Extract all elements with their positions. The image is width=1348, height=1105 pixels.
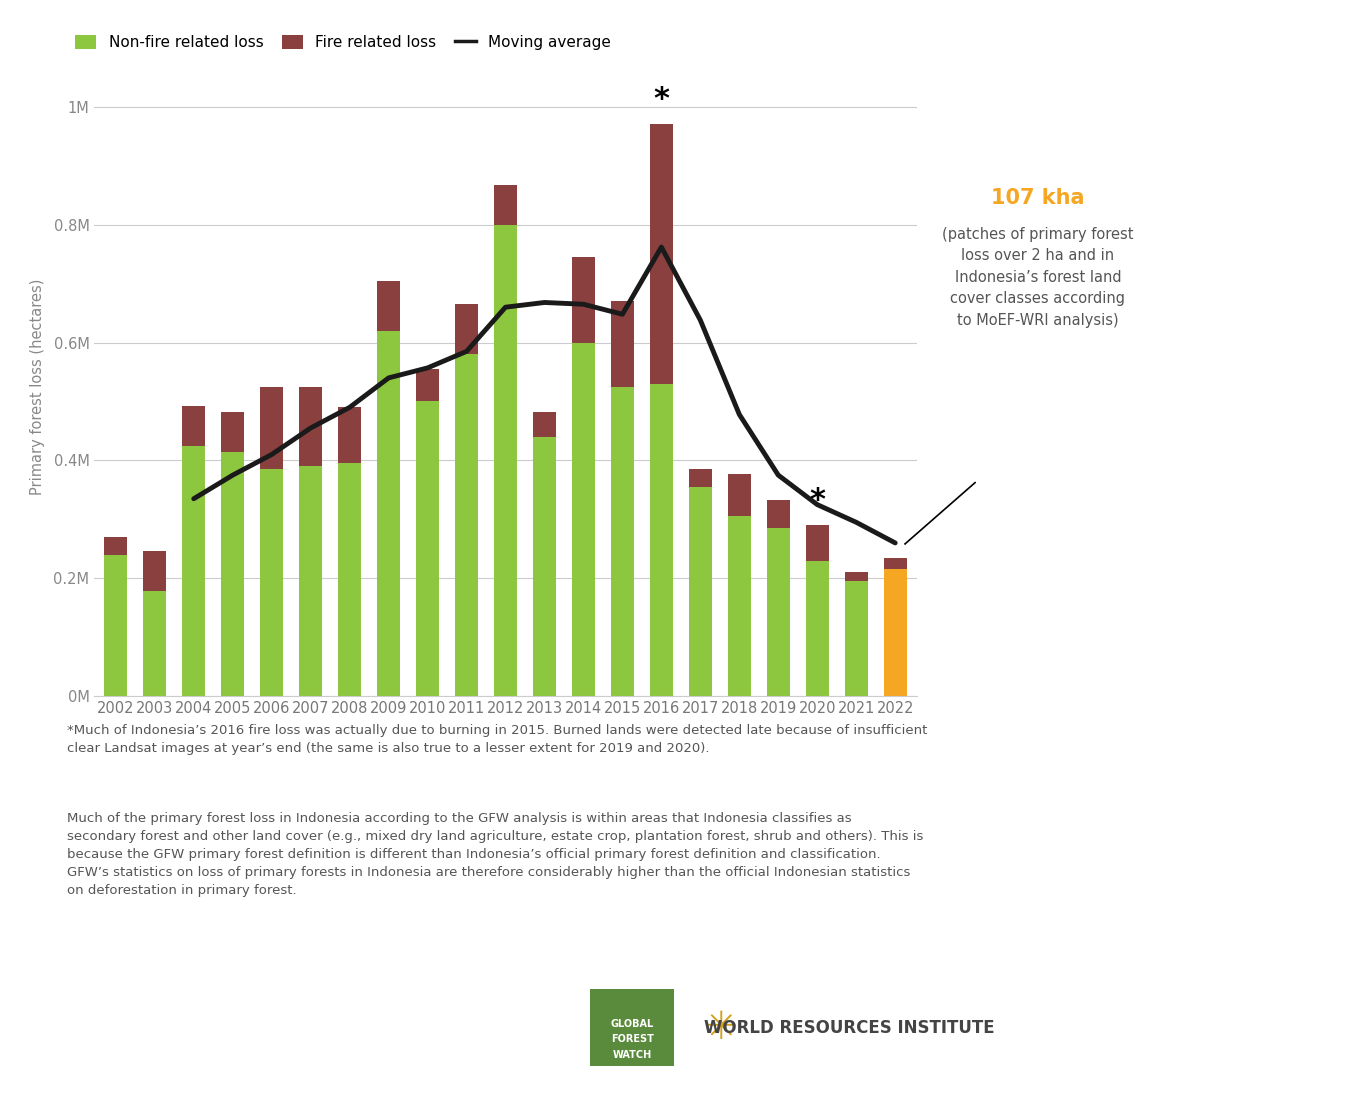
Text: *Much of Indonesia’s 2016 fire loss was actually due to burning in 2015. Burned : *Much of Indonesia’s 2016 fire loss was … [67,724,927,755]
Bar [689,470,712,487]
Text: *: * [654,85,670,114]
Bar [221,411,244,452]
Bar [454,355,479,696]
Legend: Non-fire related loss, Fire related loss, Moving average: Non-fire related loss, Fire related loss… [75,35,611,51]
Bar [611,387,634,696]
Bar [338,463,361,696]
Bar [689,487,712,696]
Bar [182,406,205,445]
Bar [728,474,751,516]
Bar [377,281,400,330]
Text: ✳: ✳ [705,1009,737,1046]
Text: 107 kha: 107 kha [991,188,1085,208]
Bar [806,525,829,560]
Bar [572,343,594,696]
Bar [532,436,557,696]
Y-axis label: Primary forest loss (hectares): Primary forest loss (hectares) [30,278,46,495]
Bar [728,516,751,696]
Bar [454,304,479,355]
Bar [572,257,594,343]
Text: (patches of primary forest
loss over 2 ha and in
Indonesia’s forest land
cover c: (patches of primary forest loss over 2 h… [942,227,1134,328]
Bar [767,499,790,528]
Bar [845,572,868,581]
Text: WATCH: WATCH [612,1050,652,1060]
Bar [806,560,829,696]
Bar [143,551,166,591]
Bar [299,387,322,466]
Text: GLOBAL: GLOBAL [611,1019,654,1029]
Bar [493,224,518,696]
Bar [182,445,205,696]
Bar [299,466,322,696]
Bar [260,387,283,470]
Bar [493,185,518,224]
Bar [845,581,868,696]
Bar [767,528,790,696]
Bar [883,558,907,569]
Bar [104,537,128,555]
Bar [143,591,166,696]
Text: FOREST: FOREST [611,1034,654,1044]
Bar [883,569,907,696]
Bar [417,369,439,401]
Bar [650,125,673,383]
Text: *: * [809,485,825,515]
Bar [377,330,400,696]
Bar [221,452,244,696]
Bar [260,470,283,696]
Text: WORLD RESOURCES INSTITUTE: WORLD RESOURCES INSTITUTE [704,1019,995,1036]
Bar [338,408,361,463]
Text: Much of the primary forest loss in Indonesia according to the GFW analysis is wi: Much of the primary forest loss in Indon… [67,812,923,897]
Bar [650,383,673,696]
Bar [611,302,634,387]
Bar [104,555,128,696]
Bar [417,401,439,696]
Bar [532,412,557,436]
